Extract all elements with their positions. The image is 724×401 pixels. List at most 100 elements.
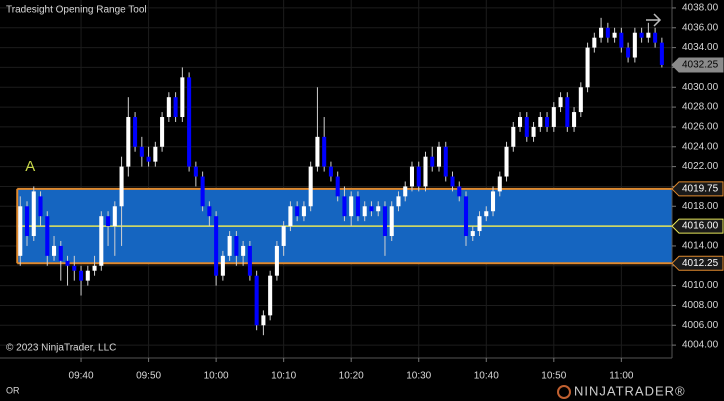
price-tag — [671, 255, 724, 271]
candle-body — [45, 216, 50, 256]
indicator-label: OR — [6, 385, 20, 395]
x-tick-label: 10:10 — [271, 371, 296, 382]
candle-body — [430, 156, 435, 167]
x-tick-label: 09:50 — [136, 371, 161, 382]
candle-body — [38, 196, 43, 217]
plot: A — [16, 17, 673, 336]
candle-body — [450, 176, 455, 187]
x-tick-label: 10:20 — [339, 371, 364, 382]
y-tick-label: 4014.00 — [682, 241, 719, 252]
candle-body — [599, 27, 604, 38]
candle-body — [470, 231, 475, 237]
candle-body — [234, 236, 239, 256]
y-tick-label: 4038.00 — [682, 3, 719, 14]
candle-body — [511, 126, 516, 147]
candle-body — [261, 315, 266, 326]
candle-body — [335, 176, 340, 197]
candle-body — [376, 206, 381, 212]
candle-body — [119, 166, 124, 207]
candle-body — [18, 206, 23, 256]
y-tick-label: 4030.00 — [682, 82, 719, 93]
candle-body — [308, 166, 313, 207]
candle-body — [382, 206, 387, 237]
candle-body — [504, 146, 509, 177]
candle-body — [572, 112, 577, 127]
y-tick-label: 4034.00 — [682, 42, 719, 53]
candle-body — [268, 275, 273, 316]
x-tick-label: 10:50 — [541, 371, 566, 382]
candle-body — [24, 206, 30, 237]
candle-body — [112, 206, 117, 227]
price-tag-label: 4016.00 — [682, 221, 719, 232]
candle-body — [612, 32, 617, 38]
candle-body — [322, 136, 327, 167]
candle-body — [281, 226, 286, 246]
candle-body — [396, 196, 401, 207]
candle-body — [545, 117, 550, 127]
candle-body — [578, 87, 583, 113]
candle-body — [180, 77, 185, 118]
y-tick-label: 4036.00 — [682, 22, 719, 33]
candle-body — [173, 97, 178, 118]
candle-body — [369, 206, 374, 212]
y-tick-label: 4024.00 — [682, 141, 719, 152]
candle-body — [518, 117, 523, 127]
candle-body — [558, 97, 563, 108]
candle-body — [58, 245, 63, 261]
candle-body — [349, 196, 354, 217]
candle-body — [497, 176, 502, 192]
candle-body — [126, 117, 131, 167]
candle-body — [92, 265, 97, 271]
x-tick-label: 10:00 — [204, 371, 229, 382]
candle-body — [362, 206, 367, 217]
candle-body — [565, 97, 570, 127]
candle-body — [632, 32, 637, 58]
logo-icon — [557, 385, 571, 399]
logo: NINJATRADER® — [574, 383, 686, 398]
y-tick-label: 4010.00 — [682, 280, 719, 291]
candle-body — [409, 166, 415, 187]
candle-body — [389, 206, 394, 237]
candle-body — [315, 136, 320, 167]
x-tick-label: 09:40 — [69, 371, 94, 382]
candle-body — [436, 146, 442, 167]
candle-body — [247, 245, 252, 276]
candle-body — [160, 117, 165, 147]
candle-body — [220, 255, 225, 276]
candle-body — [146, 156, 151, 162]
candle-body — [65, 260, 70, 266]
axes: 4004.004006.004008.004010.004012.004014.… — [69, 3, 724, 382]
candle-body — [423, 156, 428, 187]
candle-body — [295, 206, 300, 217]
candle-body — [646, 32, 651, 38]
candle-body — [592, 37, 597, 48]
chart-title: Tradesight Opening Range Tool — [6, 5, 147, 16]
candle-body — [214, 216, 219, 276]
candle-body — [416, 166, 421, 187]
candle-body — [457, 186, 462, 197]
price-tag — [671, 181, 724, 197]
candle-body — [443, 146, 448, 177]
candle-body — [187, 77, 192, 167]
candle-body — [153, 146, 158, 162]
scroll-arrow-icon[interactable] — [646, 13, 662, 27]
price-tag-label: 4032.25 — [682, 60, 719, 71]
price-tag — [671, 218, 724, 234]
candle-body — [241, 245, 246, 256]
candle-body — [166, 97, 171, 118]
y-tick-label: 4026.00 — [682, 122, 719, 133]
candle-body — [531, 126, 536, 137]
copyright: © 2023 NinjaTrader, LLC — [6, 343, 116, 354]
candle-body — [538, 117, 543, 127]
candle-body — [301, 206, 306, 217]
opening-range-marker: A — [25, 158, 35, 175]
price-tag-label: 4012.25 — [682, 258, 719, 269]
candle-body — [133, 117, 138, 147]
y-tick-label: 4004.00 — [682, 340, 719, 351]
candle-body — [585, 47, 590, 88]
candle-body — [524, 117, 529, 137]
candle-body — [139, 146, 144, 157]
y-tick-label: 4022.00 — [682, 161, 719, 172]
candle-body — [227, 236, 232, 256]
